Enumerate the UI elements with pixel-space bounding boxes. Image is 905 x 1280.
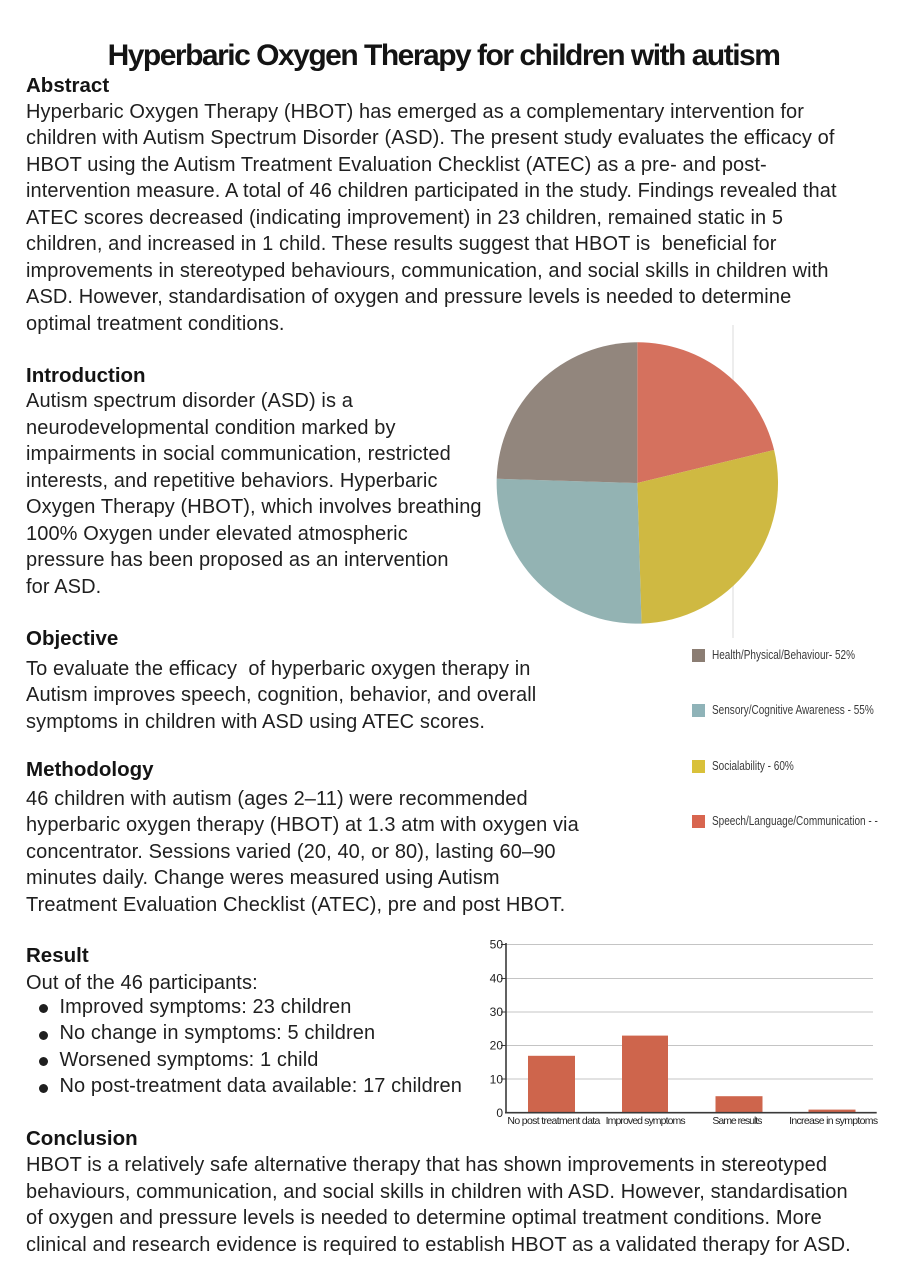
svg-text:40: 40 <box>490 971 504 985</box>
svg-text:30: 30 <box>490 1005 504 1019</box>
svg-text:Same results: Same results <box>712 1115 762 1127</box>
svg-text:No post treatment data: No post treatment data <box>507 1115 600 1127</box>
svg-text:10: 10 <box>490 1072 504 1086</box>
svg-text:0: 0 <box>496 1106 503 1120</box>
svg-text:20: 20 <box>490 1039 504 1053</box>
svg-text:Improved symptoms: Improved symptoms <box>606 1115 686 1127</box>
svg-text:Increase in symptoms: Increase in symptoms <box>789 1115 878 1127</box>
svg-text:50: 50 <box>490 938 504 952</box>
